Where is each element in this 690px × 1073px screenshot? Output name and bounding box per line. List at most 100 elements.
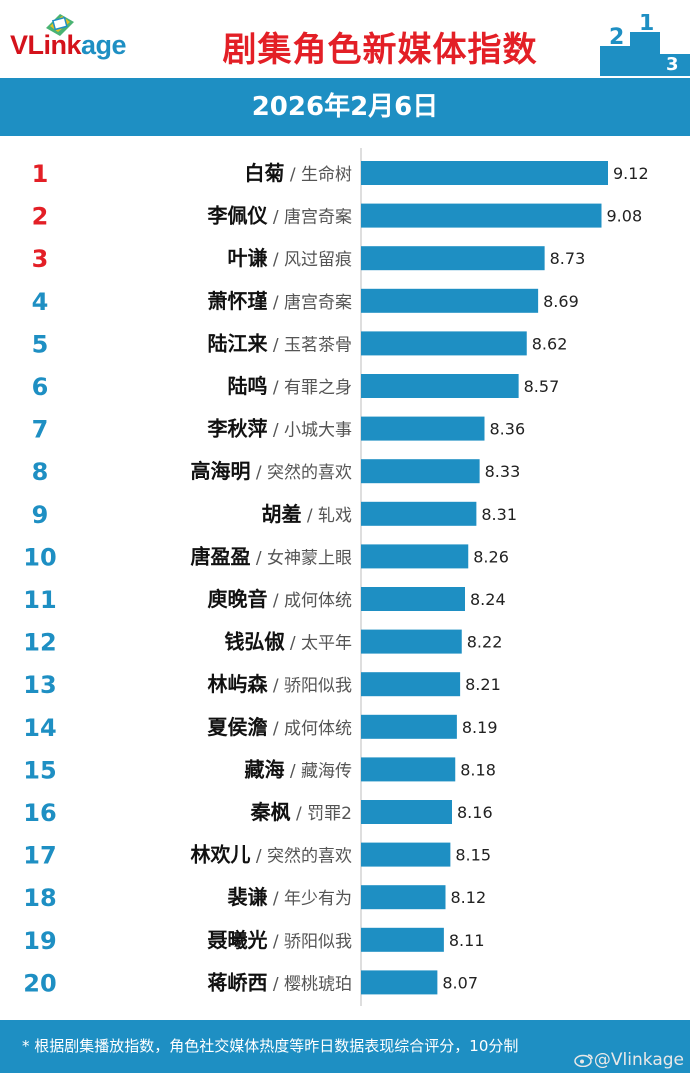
- bar-label: 蒋峤西 / 樱桃琥珀: [207, 970, 352, 994]
- bar-label: 夏侯澹 / 成何体统: [207, 715, 352, 739]
- bar-chart-svg: 1 白菊 / 生命树 9.12 2 李佩仪 / 唐宫奇案 9.08 3 叶谦 / 风过留痕 8.…: [23, 148, 649, 1006]
- bar: [361, 885, 446, 910]
- rank-number: 2: [32, 203, 49, 231]
- value-label: 8.57: [524, 377, 560, 396]
- bar: [361, 629, 462, 654]
- value-label: 8.11: [449, 931, 485, 950]
- rank-number: 14: [23, 714, 56, 742]
- character-name: 李佩仪: [206, 204, 268, 228]
- bar-label: 林欢儿 / 突然的喜欢: [190, 843, 352, 867]
- value-label: 9.12: [613, 164, 649, 183]
- drama-name: / 唐宫奇案: [267, 292, 352, 313]
- rank-number: 6: [32, 373, 49, 401]
- weibo-watermark: @Vlinkage: [574, 1047, 684, 1073]
- drama-name: / 罚罪2: [291, 804, 352, 824]
- bar-label: 陆鸣 / 有罪之身: [227, 374, 352, 398]
- rank-number: 9: [32, 501, 49, 529]
- rank-number: 19: [23, 927, 56, 955]
- rank-number: 16: [23, 799, 56, 827]
- rank-number: 4: [32, 288, 49, 316]
- value-label: 8.73: [550, 249, 586, 268]
- rank-number: 17: [23, 842, 56, 870]
- bar: [361, 714, 457, 739]
- podium-icon: 2 1 3: [600, 14, 690, 76]
- value-label: 8.31: [481, 505, 517, 524]
- bar-label: 秦枫 / 罚罪2: [250, 800, 352, 824]
- logo-text: VLinkage: [10, 30, 127, 60]
- value-label: 8.12: [451, 888, 487, 907]
- bar: [361, 757, 456, 782]
- bar: [361, 416, 485, 441]
- drama-name: / 骄阳似我: [267, 676, 352, 696]
- bar-label: 林屿森 / 骄阳似我: [207, 672, 352, 696]
- character-name: 聂曦光: [206, 928, 267, 952]
- ranking-chart: 1 白菊 / 生命树 9.12 2 李佩仪 / 唐宫奇案 9.08 3 叶谦 / 风过留痕 8.…: [0, 136, 690, 1018]
- value-label: 8.19: [462, 718, 498, 737]
- drama-name: / 小城大事: [267, 421, 352, 441]
- date-banner: 2026年2月6日: [0, 78, 690, 136]
- drama-name: / 樱桃琥珀: [267, 974, 352, 994]
- page-title: 剧集角色新媒体指数: [222, 30, 538, 70]
- drama-name: / 突然的喜欢: [250, 463, 352, 483]
- rank-number: 15: [23, 756, 56, 784]
- character-name: 陆江来: [207, 331, 268, 355]
- footer: * 根据剧集播放指数，角色社交媒体热度等昨日数据表现综合评分，10分制 @Vli…: [0, 1020, 690, 1073]
- weibo-icon: [574, 1054, 593, 1067]
- rank-number: 18: [23, 884, 56, 912]
- value-label: 9.08: [607, 207, 643, 226]
- rank-number: 20: [23, 969, 56, 997]
- bar-label: 藏海 / 藏海传: [244, 757, 352, 781]
- bar-label: 李秋萍 / 小城大事: [206, 417, 352, 441]
- drama-name: / 唐宫奇案: [267, 207, 352, 228]
- rank-number: 10: [23, 543, 56, 571]
- bar: [361, 161, 608, 185]
- value-label: 8.36: [490, 420, 526, 439]
- bar: [361, 927, 444, 952]
- character-name: 陆鸣: [227, 374, 267, 398]
- bar-label: 庾晚音 / 成何体统: [207, 587, 352, 611]
- character-name: 秦枫: [250, 800, 291, 824]
- character-name: 林屿森: [207, 672, 268, 696]
- bar-label: 钱弘俶 / 太平年: [224, 630, 352, 654]
- svg-text:1: 1: [639, 14, 654, 36]
- drama-name: / 成何体统: [267, 719, 352, 739]
- value-label: 8.07: [442, 973, 478, 992]
- bar: [361, 672, 461, 697]
- rank-number: 13: [23, 671, 56, 699]
- bar: [361, 203, 602, 228]
- character-name: 叶谦: [227, 246, 267, 270]
- bar: [361, 288, 539, 313]
- character-name: 高海明: [190, 459, 250, 483]
- bar-label: 叶谦 / 风过留痕: [227, 246, 352, 270]
- bar-label: 唐盈盈 / 女神蒙上眼: [190, 544, 352, 568]
- bar-label: 高海明 / 突然的喜欢: [190, 459, 352, 483]
- svg-text:3: 3: [666, 54, 679, 75]
- drama-name: / 藏海传: [284, 761, 352, 781]
- drama-name: / 有罪之身: [267, 378, 352, 398]
- bar: [361, 544, 469, 569]
- value-label: 8.18: [460, 760, 496, 779]
- value-label: 8.16: [457, 803, 493, 822]
- watermark-text: @Vlinkage: [593, 1050, 684, 1070]
- value-label: 8.26: [473, 547, 509, 566]
- drama-name: / 风过留痕: [267, 250, 352, 270]
- vlinkage-logo: VLinkage: [10, 12, 155, 62]
- value-label: 8.15: [455, 846, 491, 865]
- drama-name: / 成何体统: [267, 591, 352, 611]
- rank-number: 1: [32, 160, 49, 188]
- bar-label: 李佩仪 / 唐宫奇案: [206, 204, 352, 228]
- bar: [361, 331, 527, 356]
- drama-name: / 轧戏: [301, 506, 352, 526]
- rank-number: 3: [32, 245, 49, 273]
- rank-number: 12: [23, 629, 56, 657]
- character-name: 萧怀瑾: [207, 289, 267, 313]
- drama-name: / 玉茗茶骨: [267, 335, 352, 355]
- character-name: 白菊: [244, 161, 284, 185]
- value-label: 8.21: [465, 675, 501, 694]
- value-label: 8.33: [485, 462, 521, 481]
- drama-name: / 女神蒙上眼: [250, 548, 352, 568]
- character-name: 夏侯澹: [207, 715, 267, 739]
- rank-number: 8: [32, 458, 49, 486]
- character-name: 胡羞: [261, 502, 301, 526]
- bar: [361, 501, 477, 526]
